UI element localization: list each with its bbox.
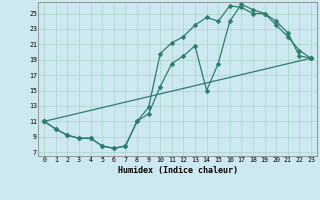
X-axis label: Humidex (Indice chaleur): Humidex (Indice chaleur) xyxy=(118,166,238,175)
